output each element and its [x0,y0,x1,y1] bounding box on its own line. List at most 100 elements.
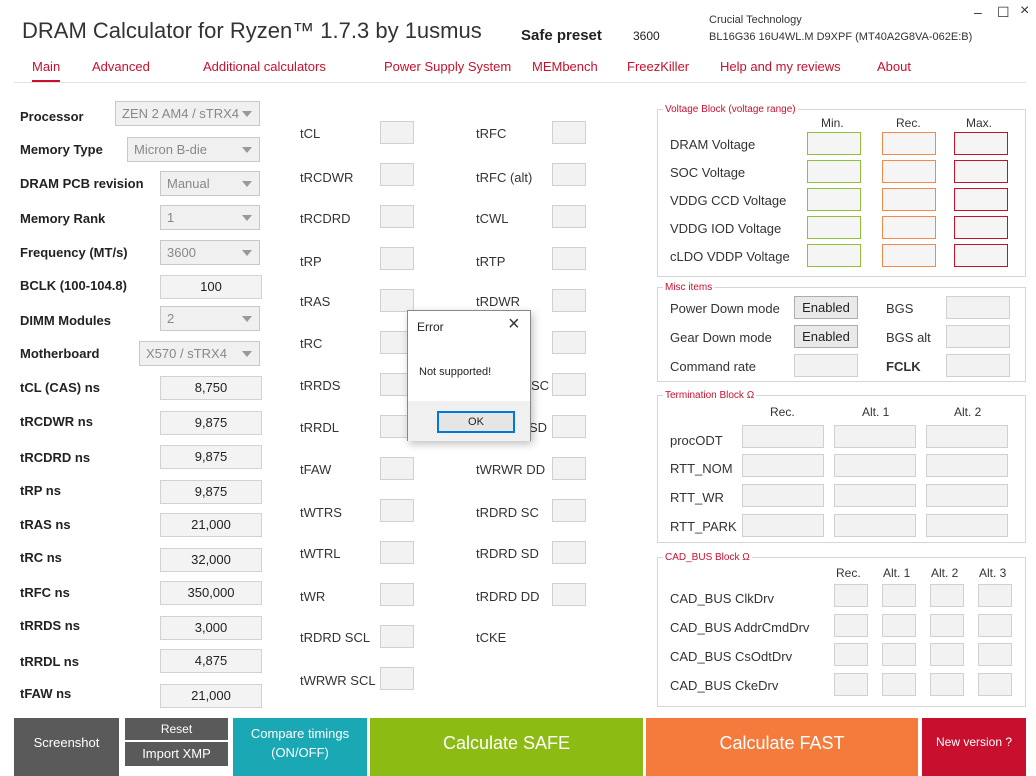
timing-box [552,415,586,438]
timing-box [552,331,586,354]
tab-membench[interactable]: MEMbench [532,59,598,74]
timing-label-partial: SD [529,420,548,435]
cad-box [882,673,916,696]
reset-button[interactable]: Reset [125,718,228,740]
voltage-row-label: VDDG IOD Voltage [670,221,782,236]
ns-label: tFAW ns [20,686,72,701]
tab-help-reviews[interactable]: Help and my reviews [720,59,841,74]
timing-label: tRDWR [476,294,521,309]
tab-divider [14,82,1026,83]
calculate-safe-button[interactable]: Calculate SAFE [370,718,643,776]
cad-box [978,673,1012,696]
timing-box [552,121,586,144]
timing-box [380,541,414,564]
screenshot-button[interactable]: Screenshot [14,718,119,776]
voltage-min-box [807,188,861,211]
tab-power-supply[interactable]: Power Supply System [384,59,512,74]
termination-box [834,425,916,448]
dialog-ok-button[interactable]: OK [437,411,515,433]
cad-box [834,643,868,666]
frequency-select[interactable]: 3600 [160,240,260,265]
ns-label: tRCDWR ns [20,414,93,429]
cad-header-alt3: Alt. 3 [979,566,1007,580]
ns-value: 9,875 [160,480,262,504]
processor-label: Processor [20,109,84,124]
timing-box [552,457,586,480]
close-button[interactable]: × [1020,2,1030,19]
timing-label: tWRWR DD [476,462,546,477]
cad-box [930,584,964,607]
ns-label: tRC ns [20,550,62,565]
ns-value: 21,000 [160,513,262,537]
pcb-revision-label: DRAM PCB revision [20,176,144,191]
processor-select[interactable]: ZEN 2 AM4 / sTRX4 [115,101,260,126]
timing-label: tCWL [476,211,509,226]
command-rate-box [794,354,858,377]
voltage-max-box [954,160,1008,183]
tab-advanced[interactable]: Advanced [92,59,150,74]
timing-box [380,247,414,270]
new-version-button[interactable]: New version ? [922,718,1026,776]
maximize-button[interactable]: ☐ [997,4,1010,20]
compare-timings-button[interactable]: Compare timings (ON/OFF) [233,718,367,776]
memory-vendor: Crucial Technology [709,14,802,26]
cad-box [834,614,868,637]
tab-main[interactable]: Main [32,59,61,82]
motherboard-select[interactable]: X570 / sTRX4 [139,341,260,366]
ns-label: tRAS ns [20,517,71,532]
memory-rank-select[interactable]: 1 [160,205,260,230]
ns-value: 4,875 [160,649,262,673]
cad-row-label: CAD_BUS CkeDrv [670,678,779,693]
memory-type-select[interactable]: Micron B-die [127,137,260,162]
ns-value: 32,000 [160,548,262,572]
voltage-min-box [807,132,861,155]
voltage-max-box [954,132,1008,155]
tab-about[interactable]: About [877,59,911,74]
bclk-label: BCLK (100-104.8) [20,278,127,293]
chevron-down-icon [242,181,252,187]
memory-rank-label: Memory Rank [20,211,106,226]
bclk-input[interactable]: 100 [160,275,262,299]
minimize-button[interactable]: – [974,4,982,20]
termination-row-label: procODT [670,433,723,448]
cad-row-label: CAD_BUS AddrCmdDrv [670,620,810,635]
ns-value: 350,000 [160,581,262,605]
cad-box [978,584,1012,607]
voltage-max-box [954,216,1008,239]
chevron-down-icon [242,316,252,322]
memory-type-value: Micron B-die [134,142,207,157]
termination-box [742,454,824,477]
import-xmp-button[interactable]: Import XMP [125,742,228,766]
fclk-label: FCLK [886,359,921,374]
timing-label: tRCDWR [300,170,354,185]
voltage-header-max: Max. [966,116,993,130]
tab-additional-calculators[interactable]: Additional calculators [203,59,326,74]
pcb-revision-select[interactable]: Manual [160,171,260,196]
termination-block [657,395,1026,543]
termination-header-alt2: Alt. 2 [954,405,982,419]
motherboard-label: Motherboard [20,346,100,361]
command-rate-label: Command rate [670,359,756,374]
voltage-row-label: cLDO VDDP Voltage [670,249,790,264]
timing-label: tFAW [300,462,332,477]
timing-box [552,541,586,564]
voltage-max-box [954,188,1008,211]
termination-box [834,454,916,477]
dimm-modules-select[interactable]: 2 [160,306,260,331]
dialog-message: Not supported! [419,366,492,378]
cad-header-rec: Rec. [836,566,861,580]
tab-freezkiller[interactable]: FreezKiller [627,59,690,74]
cad-bus-block-title: CAD_BUS Block Ω [663,552,752,563]
timing-label: tRDRD DD [476,589,540,604]
cad-box [978,614,1012,637]
termination-block-title: Termination Block Ω [663,390,757,401]
termination-box [742,514,824,537]
dimm-modules-label: DIMM Modules [20,313,111,328]
cad-row-label: CAD_BUS CsOdtDrv [670,649,793,664]
calculate-fast-button[interactable]: Calculate FAST [646,718,918,776]
cad-box [882,614,916,637]
cad-header-alt1: Alt. 1 [883,566,911,580]
voltage-min-box [807,244,861,267]
dialog-close-button[interactable]: × [508,313,520,335]
timing-label-partial: SC [531,378,550,393]
